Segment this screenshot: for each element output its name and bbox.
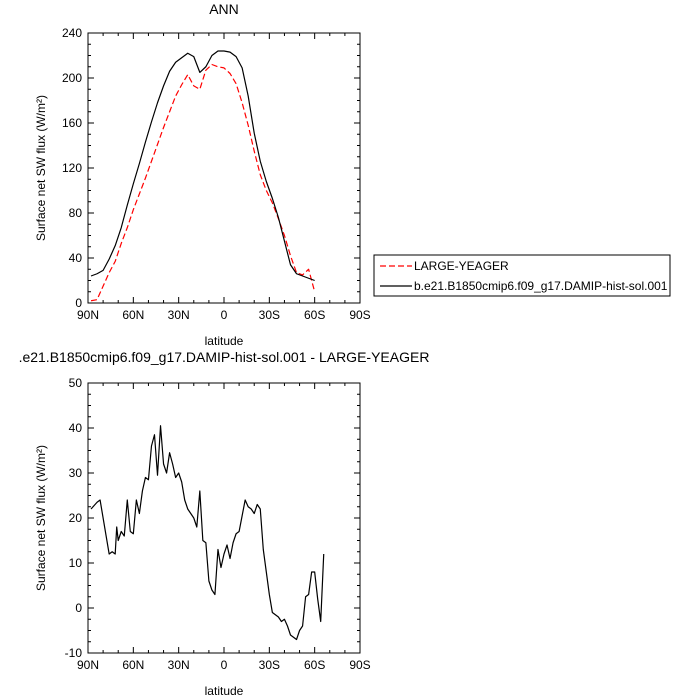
x-tick-label: 30S — [259, 308, 280, 322]
bottom-panel-xlabel: latitude — [205, 684, 244, 698]
legend-label-damip: b.e21.B1850cmip6.f09_g17.DAMIP-hist-sol.… — [414, 279, 668, 293]
series-line-0 — [90, 63, 316, 302]
bottom-panel-ticks: 90N 60N 30N 0 30S 60S 90S -10 0 10 20 30 40 50 — [65, 376, 371, 672]
y-tick-label: 0 — [75, 296, 82, 310]
y-tick-label: 10 — [69, 556, 83, 570]
x-tick-label: 30N — [168, 658, 190, 672]
series-line-0 — [90, 425, 325, 641]
bottom-panel: .e21.B1850cmip6.f09_g17.DAMIP-hist-sol.0… — [19, 349, 430, 698]
top-panel-xlabel: latitude — [205, 334, 244, 348]
x-tick-label: 60N — [122, 308, 144, 322]
x-tick-label: 90N — [77, 308, 99, 322]
x-tick-label: 90N — [77, 658, 99, 672]
y-tick-label: 240 — [62, 26, 82, 40]
x-tick-label: 30S — [259, 658, 280, 672]
bottom-panel-ylabel: Surface net SW flux (W/m²) — [34, 445, 48, 591]
y-tick-label: 40 — [69, 251, 83, 265]
series-line-1 — [90, 50, 315, 282]
y-tick-label: 80 — [69, 206, 83, 220]
y-tick-label: 50 — [69, 376, 83, 390]
y-tick-label: 30 — [69, 466, 83, 480]
x-tick-label: 60S — [304, 308, 325, 322]
x-tick-label: 90S — [349, 308, 370, 322]
bottom-panel-lines — [90, 425, 325, 641]
y-tick-label: 120 — [62, 161, 82, 175]
top-panel-ylabel: Surface net SW flux (W/m²) — [34, 95, 48, 241]
y-tick-label: 160 — [62, 116, 82, 130]
x-tick-label: 30N — [168, 308, 190, 322]
x-tick-label: 0 — [221, 658, 228, 672]
top-panel-legend: LARGE-YEAGER b.e21.B1850cmip6.f09_g17.DA… — [373, 254, 671, 297]
x-tick-label: 60N — [122, 658, 144, 672]
top-panel-ticks: 90N 60N 30N 0 30S 60S 90S 0 40 80 120 160 200 240 — [62, 26, 371, 322]
top-panel: ANN 90N 60N 30N 0 30S 60S 90S 0 40 80 120 160 200 240… — [34, 1, 671, 348]
x-tick-label: 60S — [304, 658, 325, 672]
legend-label-large-yeager: LARGE-YEAGER — [414, 259, 509, 273]
top-panel-frame — [87, 32, 361, 304]
y-tick-label: 40 — [69, 421, 83, 435]
x-tick-label: 0 — [221, 308, 228, 322]
y-tick-label: 0 — [75, 601, 82, 615]
bottom-panel-title: .e21.B1850cmip6.f09_g17.DAMIP-hist-sol.0… — [19, 349, 430, 365]
top-panel-title: ANN — [209, 1, 239, 17]
y-tick-label: -10 — [65, 646, 83, 660]
legend-box — [373, 254, 671, 297]
top-panel-lines — [90, 50, 316, 302]
x-tick-label: 90S — [349, 658, 370, 672]
y-tick-label: 20 — [69, 511, 83, 525]
y-tick-label: 200 — [62, 71, 82, 85]
